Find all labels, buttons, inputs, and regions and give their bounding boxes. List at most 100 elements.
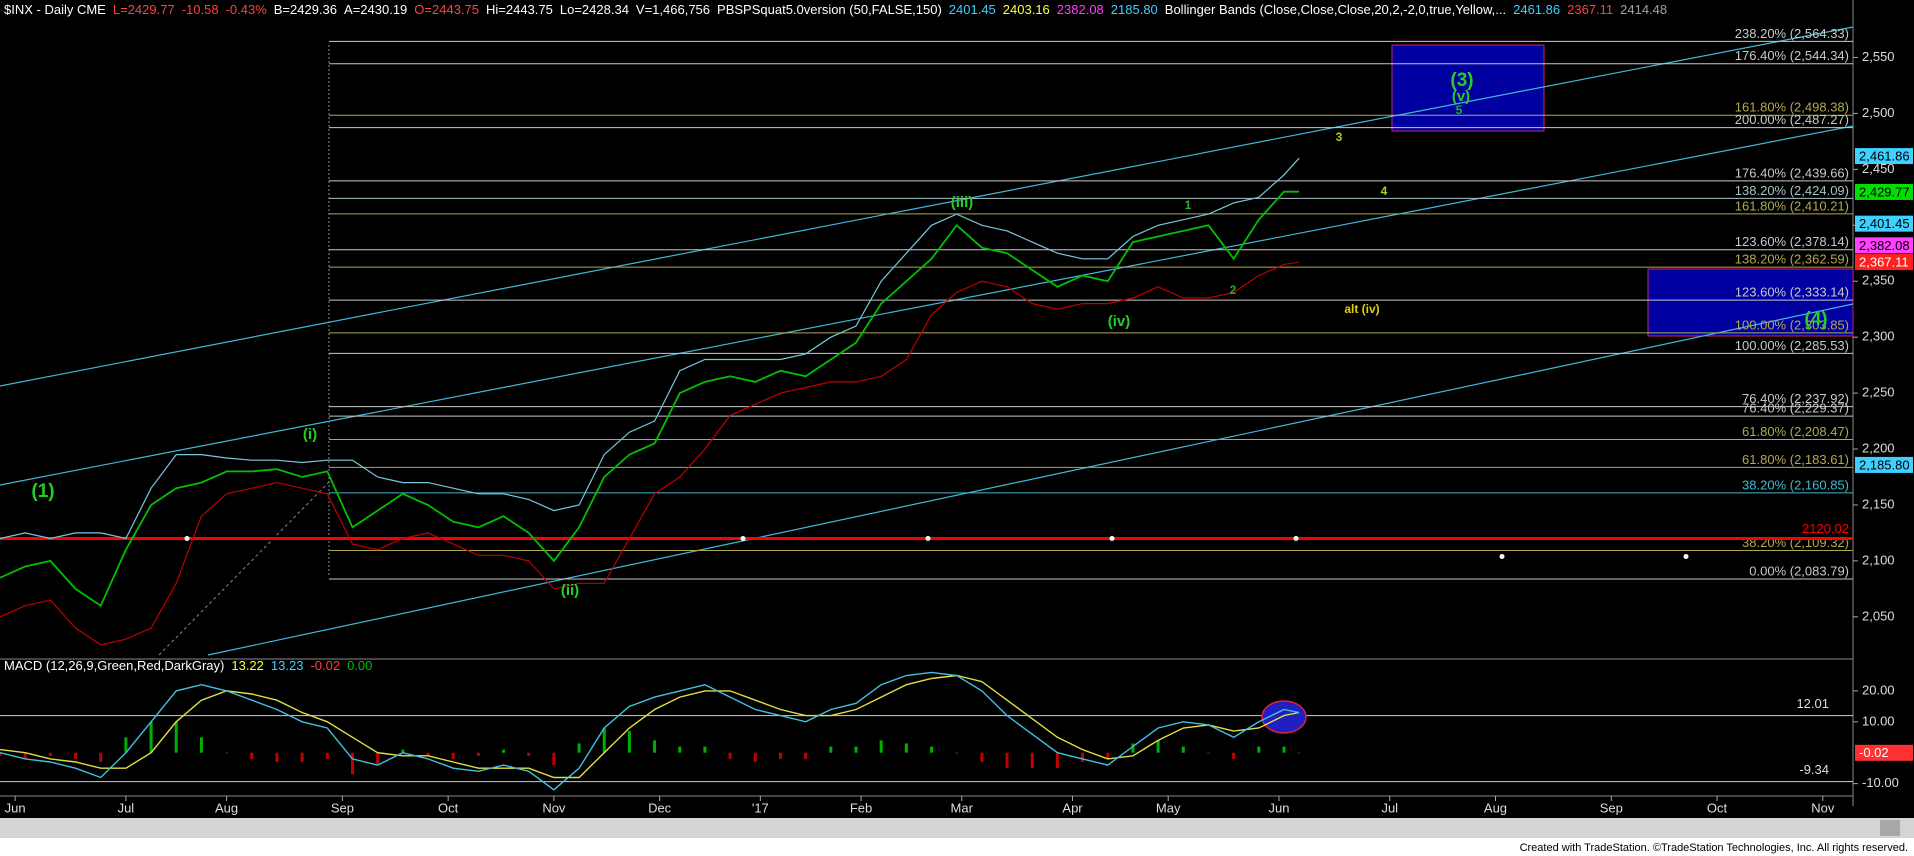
- histogram-bar: [627, 731, 631, 753]
- wave-label: (4): [1804, 309, 1827, 330]
- footer: Created with TradeStation. ©TradeStation…: [1520, 842, 1908, 854]
- y-tick-label: 2,200: [1862, 440, 1895, 455]
- histogram-bar: [1131, 743, 1135, 753]
- marker-dot: [740, 536, 746, 542]
- histogram-bar: [602, 728, 606, 753]
- wave-label: (ii): [561, 582, 579, 599]
- wave-label: 3: [1336, 130, 1343, 144]
- fib-label: 176.40% (2,544.34): [1735, 48, 1849, 63]
- histogram-bar: [854, 746, 858, 753]
- price-badge: [1855, 744, 1913, 761]
- header-item: V=1,466,756: [636, 2, 710, 17]
- fib-label: 123.60% (2,378.14): [1735, 234, 1849, 249]
- y-tick-label: 20.00: [1862, 682, 1895, 697]
- histogram-bar: [1181, 746, 1185, 753]
- x-tick-label: Aug: [1484, 800, 1507, 815]
- marker-dot: [1683, 554, 1689, 560]
- histogram-bar: [275, 752, 279, 762]
- fib-label: 123.60% (2,333.14): [1735, 285, 1849, 300]
- histogram-bar: [804, 752, 808, 759]
- price-badge-label: 2,185.80: [1859, 457, 1910, 472]
- price-badge: [1855, 456, 1913, 473]
- fib-label: 238.20% (2,564.33): [1735, 26, 1849, 41]
- header: MACD (12,26,9,Green,Red,DarkGray) 13.22 13…: [4, 658, 372, 673]
- fib-label: 0.00% (2,083.79): [1749, 563, 1849, 578]
- header-item: B=2429.36: [274, 2, 337, 17]
- channel-line: [0, 125, 1854, 486]
- price-badge: [1855, 254, 1913, 271]
- wave-label: 5: [1456, 103, 1463, 117]
- histogram-bar: [23, 752, 27, 759]
- fib-label: 61.80% (2,208.47): [1742, 424, 1849, 439]
- fib-label: 38.20% (2,160.85): [1742, 477, 1849, 492]
- scrollbar-thumb[interactable]: [1880, 820, 1900, 836]
- histogram-bar: [502, 749, 506, 753]
- header-item: -10.58: [182, 2, 219, 17]
- y-tick-label: 2,100: [1862, 552, 1895, 567]
- histogram-bar: [527, 752, 531, 756]
- histogram-bar: [426, 752, 430, 756]
- x-tick-label: May: [1156, 800, 1181, 815]
- series-line: [0, 261, 1300, 646]
- histogram-bar: [1081, 752, 1085, 762]
- price-badge: [1855, 148, 1913, 165]
- fib-label: 100.00% (2,285.53): [1735, 338, 1849, 353]
- marker-dot: [184, 536, 190, 542]
- histogram-bar: [1282, 746, 1286, 753]
- fib-label: 61.80% (2,183.61): [1742, 452, 1849, 467]
- y-tick-label: 2,150: [1862, 496, 1895, 511]
- wave-label: (i): [303, 426, 317, 443]
- histogram-bar: [879, 740, 883, 753]
- header-item: $INX - Daily CME: [4, 2, 106, 17]
- marker-dot: [1499, 554, 1505, 560]
- x-tick-label: Jul: [118, 800, 135, 815]
- y-tick-label: 2,500: [1862, 105, 1895, 120]
- y-tick-label: 2,050: [1862, 608, 1895, 623]
- reference-label: 2120.02: [1802, 521, 1849, 536]
- fib-label: 138.20% (2,424.09): [1735, 183, 1849, 198]
- header-item: 2367.11: [1567, 2, 1613, 17]
- fib-label: 161.80% (2,410.21): [1735, 198, 1849, 213]
- header-item: Lo=2428.34: [560, 2, 629, 17]
- header-item: 2403.16: [1003, 2, 1050, 17]
- y-tick-label: 2,350: [1862, 273, 1895, 288]
- histogram-bar: [552, 752, 556, 766]
- header-item: O=2443.75: [414, 2, 479, 17]
- histogram-bar: [174, 721, 178, 753]
- target-zone: [1647, 268, 1854, 337]
- scrollbar[interactable]: [0, 818, 1914, 838]
- histogram-bar: [1005, 752, 1009, 769]
- histogram-bar: [703, 746, 707, 753]
- x-tick-label: Jun: [5, 800, 26, 815]
- x-tick-label: Nov: [1811, 800, 1835, 815]
- price-badge-label: 2,461.86: [1859, 149, 1910, 164]
- fib-label: 76.40% (2,229.37): [1742, 401, 1849, 416]
- histogram-bar: [955, 752, 959, 754]
- histogram-bar: [350, 752, 354, 775]
- price-badge: [1855, 215, 1913, 232]
- histogram-bar: [149, 721, 153, 753]
- header-item: 13.23: [271, 658, 304, 673]
- histogram-bar: [930, 746, 934, 753]
- highlight-circle: [1261, 700, 1307, 734]
- header-item: -0.02: [310, 658, 340, 673]
- guide-line: [158, 481, 330, 656]
- histogram-bar: [1232, 752, 1236, 759]
- histogram-bar: [74, 752, 78, 759]
- marker-dot: [1293, 536, 1299, 542]
- histogram-bar: [451, 752, 455, 759]
- header-item: PBSPSquat5.0version (50,FALSE,150): [717, 2, 942, 17]
- price-badge: [1855, 183, 1913, 200]
- histogram-bar: [1055, 752, 1059, 769]
- header-item: Hi=2443.75: [486, 2, 553, 17]
- header-item: 2401.45: [949, 2, 996, 17]
- header-item: 2185.80: [1111, 2, 1158, 17]
- histogram-bar: [778, 752, 782, 759]
- series-line: [0, 674, 1300, 779]
- histogram-bar: [1257, 746, 1261, 753]
- x-tick-label: Jun: [1268, 800, 1289, 815]
- header-item: 2461.86: [1513, 2, 1560, 17]
- marker-dot: [1109, 536, 1115, 542]
- wave-label: (iii): [951, 194, 974, 211]
